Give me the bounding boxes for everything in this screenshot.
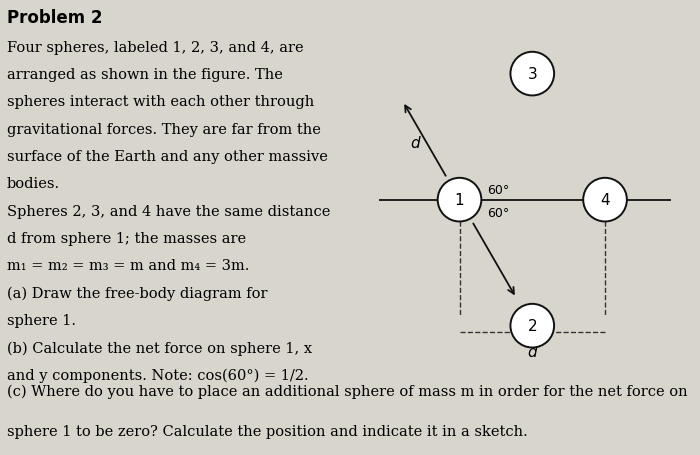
Text: 4: 4	[600, 193, 610, 207]
Text: bodies.: bodies.	[7, 177, 60, 191]
Text: 3: 3	[527, 67, 537, 82]
Text: sphere 1.: sphere 1.	[7, 313, 76, 327]
Text: surface of the Earth and any other massive: surface of the Earth and any other massi…	[7, 150, 328, 164]
Text: and y components. Note: cos(60°) = 1/2.: and y components. Note: cos(60°) = 1/2.	[7, 368, 309, 382]
Text: 60°: 60°	[487, 207, 510, 220]
Circle shape	[438, 178, 482, 222]
Text: (c) Where do you have to place an additional sphere of mass m in order for the n: (c) Where do you have to place an additi…	[7, 384, 687, 398]
Text: Problem 2: Problem 2	[7, 9, 102, 27]
Text: spheres interact with each other through: spheres interact with each other through	[7, 95, 314, 109]
Text: gravitational forces. They are far from the: gravitational forces. They are far from …	[7, 122, 321, 136]
Text: Four spheres, labeled 1, 2, 3, and 4, are: Four spheres, labeled 1, 2, 3, and 4, ar…	[7, 41, 304, 55]
Text: d: d	[528, 344, 537, 359]
Text: 1: 1	[455, 193, 464, 207]
Circle shape	[510, 53, 554, 96]
Text: Spheres 2, 3, and 4 have the same distance: Spheres 2, 3, and 4 have the same distan…	[7, 204, 330, 218]
Text: arranged as shown in the figure. The: arranged as shown in the figure. The	[7, 68, 283, 82]
Text: 2: 2	[528, 318, 537, 334]
Text: (b) Calculate the net force on sphere 1, x: (b) Calculate the net force on sphere 1,…	[7, 340, 312, 355]
Text: m₁ = m₂ = m₃ = m and m₄ = 3m.: m₁ = m₂ = m₃ = m and m₄ = 3m.	[7, 259, 249, 273]
Circle shape	[583, 178, 627, 222]
Text: (a) Draw the free-body diagram for: (a) Draw the free-body diagram for	[7, 286, 267, 300]
Circle shape	[510, 304, 554, 348]
Text: d: d	[411, 136, 420, 151]
Text: 60°: 60°	[487, 183, 510, 197]
Text: sphere 1 to be zero? Calculate the position and indicate it in a sketch.: sphere 1 to be zero? Calculate the posit…	[7, 424, 528, 438]
Text: d from sphere 1; the masses are: d from sphere 1; the masses are	[7, 232, 246, 245]
